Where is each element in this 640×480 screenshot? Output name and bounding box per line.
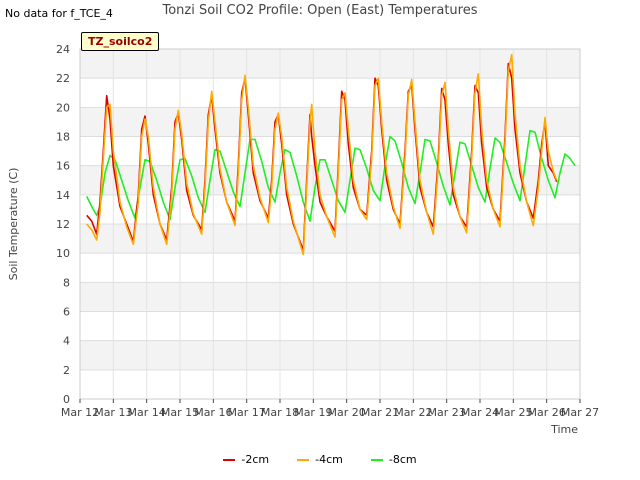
background-band	[80, 340, 580, 370]
background-band	[80, 369, 580, 399]
x-tick-label: Mar 27	[561, 406, 599, 419]
background-bands	[80, 49, 580, 399]
y-tick-label: 20	[56, 101, 70, 114]
x-tick-label: Mar 15	[161, 406, 199, 419]
chart-title: Tonzi Soil CO2 Profile: Open (East) Temp…	[162, 3, 478, 18]
no-data-note: No data for f_TCE_4	[5, 7, 113, 20]
dataset-badge: TZ_soilco2	[81, 32, 160, 51]
y-tick-label: 6	[63, 306, 70, 319]
legend-swatch	[297, 458, 310, 461]
background-band	[80, 224, 580, 254]
x-tick-label: Mar 21	[361, 406, 399, 419]
background-band	[80, 78, 580, 108]
x-tick-label: Mar 22	[394, 406, 432, 419]
series-line-8cmcm	[85, 129, 576, 222]
legend-item: -4cm	[297, 453, 343, 466]
x-tick-label: Mar 18	[261, 406, 299, 419]
legend-label: -2cm	[241, 453, 270, 466]
x-tick-label: Mar 13	[94, 406, 132, 419]
x-tick-label: Mar 16	[194, 406, 232, 419]
background-band	[80, 49, 580, 79]
y-tick-label: 4	[63, 335, 70, 348]
legend-label: -8cm	[388, 453, 417, 466]
y-tick-label: 16	[56, 160, 70, 173]
y-tick-label: 10	[56, 247, 70, 260]
y-tick-label: 2	[63, 364, 70, 377]
background-band	[80, 165, 580, 195]
x-tick-label: Mar 20	[328, 406, 366, 419]
legend: -2cm -4cm -8cm	[0, 453, 640, 466]
plot-frame	[79, 48, 581, 400]
y-tick-label: 8	[63, 276, 70, 289]
y-tick-label: 18	[56, 131, 70, 144]
background-band	[80, 136, 580, 166]
x-tick-label: Mar 26	[528, 406, 566, 419]
y-tick-label: 14	[56, 189, 70, 202]
y-tick-label: 24	[56, 43, 70, 56]
legend-item: -2cm	[223, 453, 269, 466]
background-band	[80, 253, 580, 283]
series-line-2cmcm	[86, 62, 558, 252]
x-tick-label: Mar 17	[228, 406, 266, 419]
legend-item: -8cm	[370, 453, 417, 466]
series-line-4cmcm	[86, 54, 558, 256]
legend-label: -4cm	[315, 453, 343, 466]
background-band	[80, 282, 580, 312]
y-tick-label: 0	[63, 393, 70, 406]
x-tick-label: Mar 14	[128, 406, 166, 419]
x-axis-label: Time	[550, 423, 578, 436]
x-tick-label: Mar 24	[461, 406, 499, 419]
y-axis-label: Soil Temperature (C)	[7, 168, 20, 281]
y-tick-label: 22	[56, 72, 70, 85]
legend-swatch	[223, 458, 236, 461]
legend-swatch	[370, 458, 383, 461]
x-tick-label: Mar 19	[294, 406, 332, 419]
y-tick-label: 12	[56, 218, 70, 231]
background-band	[80, 311, 580, 341]
x-tick-label: Mar 23	[428, 406, 466, 419]
x-tick-label: Mar 25	[494, 406, 532, 419]
series-lines	[85, 54, 576, 256]
x-tick-label: Mar 12	[61, 406, 99, 419]
background-band	[80, 107, 580, 137]
